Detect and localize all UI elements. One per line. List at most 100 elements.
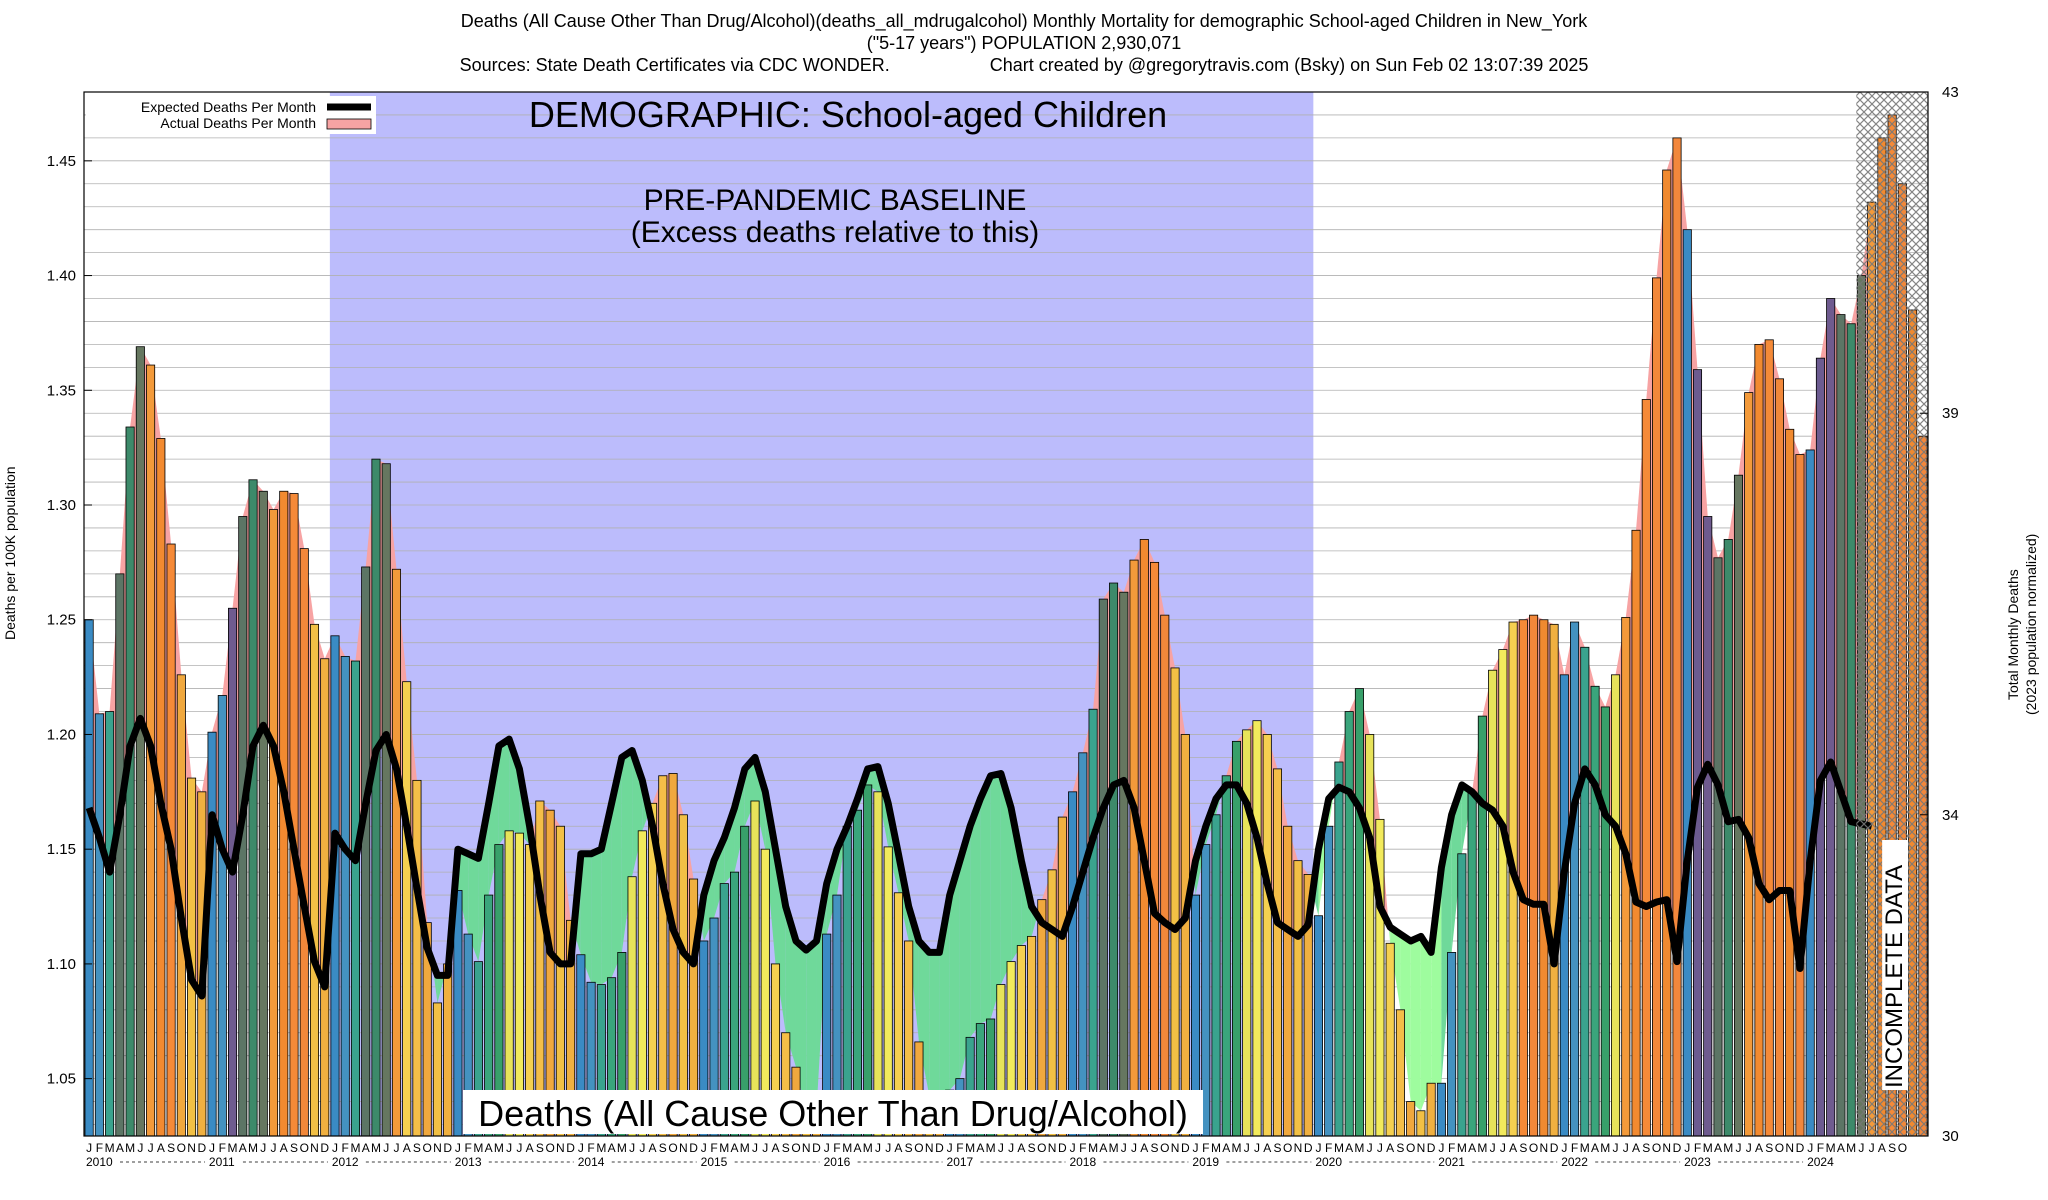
- actual-bar: [1713, 557, 1723, 1137]
- y-tick-label: 1.20: [47, 726, 76, 743]
- x-month-label: S: [1765, 1141, 1773, 1155]
- x-month-label: A: [1878, 1141, 1886, 1155]
- x-month-label: A: [649, 1141, 657, 1155]
- x-month-label: N: [1662, 1141, 1671, 1155]
- x-month-label: O: [914, 1141, 923, 1155]
- x-month-label: O: [177, 1141, 186, 1155]
- actual-bar: [1272, 768, 1283, 1137]
- gap-fill: [432, 961, 438, 1003]
- x-month-label: M: [740, 1141, 750, 1155]
- x-month-label: S: [290, 1141, 298, 1155]
- x-month-label: J: [752, 1141, 758, 1155]
- x-year-label: 2016: [824, 1155, 851, 1169]
- x-month-label: F: [1325, 1141, 1332, 1155]
- x-month-label: A: [1837, 1141, 1845, 1155]
- x-year-label: 2015: [701, 1155, 728, 1169]
- x-month-label: A: [894, 1141, 902, 1155]
- x-month-label: A: [976, 1141, 984, 1155]
- x-month-label: D: [1304, 1141, 1313, 1155]
- x-month-label: S: [1273, 1141, 1281, 1155]
- y2-tick-label: 43: [1942, 84, 1959, 101]
- actual-bar: [1344, 711, 1354, 1137]
- x-month-label: S: [905, 1141, 913, 1155]
- x-month-label: D: [1673, 1141, 1682, 1155]
- legend-expected-label: Expected Deaths Per Month: [141, 99, 316, 115]
- x-month-label: D: [320, 1141, 329, 1155]
- x-month-label: N: [1539, 1141, 1548, 1155]
- actual-bar: [1457, 853, 1467, 1137]
- x-month-label: J: [1684, 1141, 1690, 1155]
- x-month-label: A: [1714, 1141, 1722, 1155]
- gap-fill: [826, 849, 837, 935]
- x-year-label: 2018: [1069, 1155, 1096, 1169]
- y2-tick-label: 34: [1942, 807, 1959, 824]
- x-month-label: J: [1858, 1141, 1864, 1155]
- actual-bar: [94, 713, 104, 1137]
- x-month-label: A: [526, 1141, 534, 1155]
- x-month-label: A: [1222, 1141, 1230, 1155]
- actual-bar: [1313, 915, 1323, 1137]
- chart-sources-line: Sources: State Death Certificates via CD…: [0, 54, 2048, 76]
- x-month-label: O: [1160, 1141, 1169, 1155]
- actual-bar: [1180, 734, 1190, 1137]
- x-month-label: M: [1703, 1141, 1713, 1155]
- x-month-label: F: [342, 1141, 349, 1155]
- x-month-label: F: [587, 1141, 594, 1155]
- y2-tick-label: 39: [1942, 405, 1959, 422]
- x-month-label: J: [875, 1141, 881, 1155]
- x-month-label: S: [413, 1141, 421, 1155]
- actual-bar: [1846, 323, 1856, 1137]
- actual-bar: [1416, 1110, 1426, 1137]
- gap-fill: [1441, 814, 1452, 1084]
- x-month-label: A: [608, 1141, 616, 1155]
- x-month-label: J: [260, 1141, 266, 1155]
- x-month-label: M: [1211, 1141, 1221, 1155]
- x-month-label: A: [362, 1141, 370, 1155]
- actual-bar: [863, 784, 873, 1137]
- x-month-label: A: [1755, 1141, 1763, 1155]
- actual-bar: [1467, 791, 1477, 1137]
- x-month-label: A: [1468, 1141, 1476, 1155]
- x-month-label: D: [812, 1141, 821, 1155]
- actual-bar: [1354, 688, 1364, 1137]
- actual-bar: [1529, 614, 1539, 1137]
- gap-fill: [1400, 934, 1411, 1102]
- actual-bar: [1733, 474, 1744, 1137]
- x-month-label: F: [219, 1141, 226, 1155]
- legend-actual-swatch: [326, 118, 372, 130]
- actual-bar: [1242, 729, 1252, 1137]
- actual-bar: [1672, 137, 1682, 1137]
- x-month-label: J: [629, 1141, 635, 1155]
- bottom-label: Deaths (All Cause Other Than Drug/Alcoho…: [478, 1093, 1188, 1134]
- x-month-label: D: [935, 1141, 944, 1155]
- actual-bar: [535, 800, 545, 1137]
- actual-bar: [309, 623, 320, 1137]
- x-month-label: M: [1354, 1141, 1364, 1155]
- x-month-label: A: [1263, 1141, 1271, 1155]
- actual-bar: [371, 458, 381, 1137]
- gap-fill: [1011, 807, 1022, 962]
- x-month-label: J: [506, 1141, 512, 1155]
- gap-fill: [918, 940, 930, 1095]
- x-month-label: O: [300, 1141, 309, 1155]
- x-month-label: S: [1888, 1141, 1896, 1155]
- x-month-label: M: [617, 1141, 627, 1155]
- x-month-label: A: [1345, 1141, 1353, 1155]
- actual-bar: [1703, 516, 1713, 1137]
- actual-bar: [1795, 454, 1805, 1137]
- x-month-label: J: [998, 1141, 1004, 1155]
- gap-fill: [970, 798, 981, 1038]
- x-month-label: F: [833, 1141, 840, 1155]
- gap-fill: [1431, 867, 1442, 1084]
- x-month-label: F: [1571, 1141, 1578, 1155]
- demographic-title: DEMOGRAPHIC: School-aged Children: [529, 94, 1167, 135]
- x-month-label: D: [1181, 1141, 1190, 1155]
- x-month-label: D: [197, 1141, 206, 1155]
- x-month-label: J: [639, 1141, 645, 1155]
- y-tick-label: 1.25: [47, 612, 76, 629]
- x-month-label: N: [556, 1141, 565, 1155]
- x-month-label: S: [1396, 1141, 1404, 1155]
- x-month-label: M: [1088, 1141, 1098, 1155]
- x-year-label: 2021: [1438, 1155, 1465, 1169]
- gap-fill: [1451, 784, 1462, 953]
